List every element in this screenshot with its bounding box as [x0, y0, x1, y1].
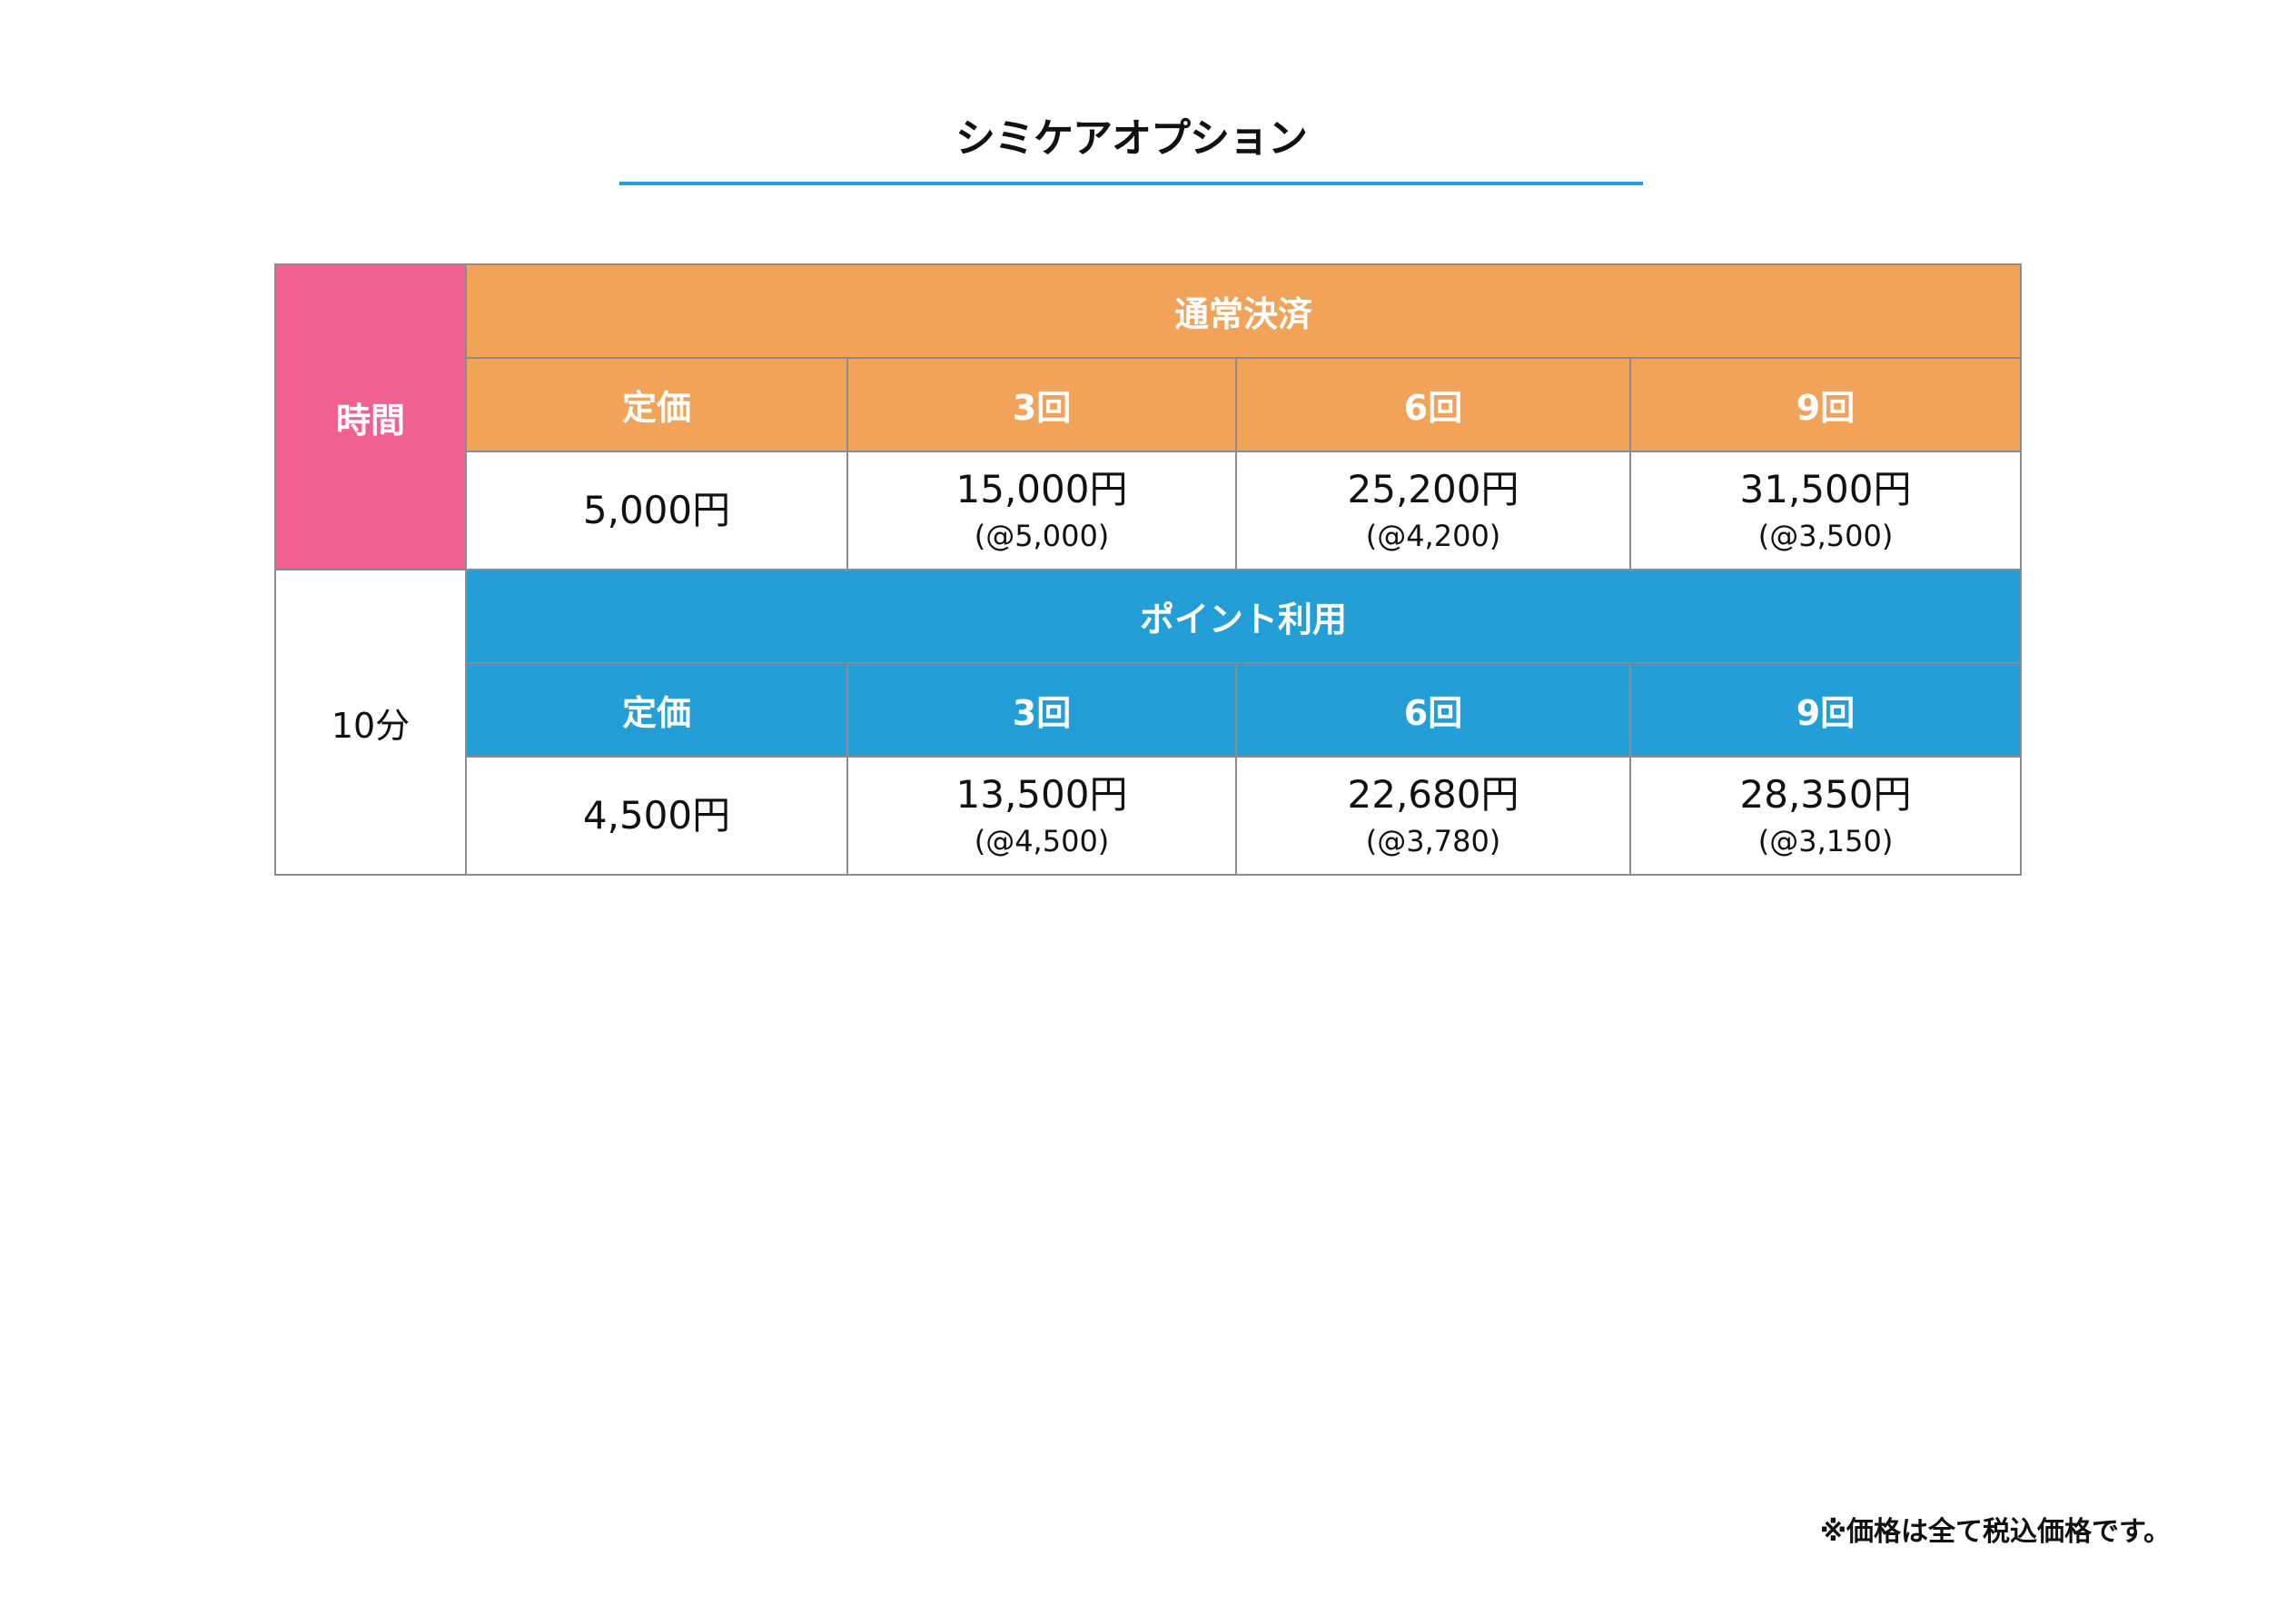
page-title: シミケアオプション [955, 115, 1308, 162]
price-cell: 28,350円 (@3,150) [1628, 756, 2023, 876]
price-amount: 22,680円 [1347, 772, 1519, 817]
plan-header-9-times: 9回 [1628, 662, 2023, 758]
plan-header-6-times: 6回 [1235, 357, 1631, 452]
price-amount: 28,350円 [1739, 772, 1912, 817]
plan-header-9-times: 9回 [1628, 357, 2023, 452]
plan-header-3-times: 3回 [846, 357, 1237, 452]
time-column-header: 時間 [274, 263, 467, 570]
price-amount: 25,200円 [1347, 467, 1519, 511]
plan-header-list-price: 定価 [465, 662, 848, 758]
price-cell: 31,500円 (@3,500) [1628, 451, 2023, 570]
price-amount: 5,000円 [582, 488, 731, 532]
price-cell: 13,500円 (@4,500) [846, 756, 1237, 876]
price-row: 4,500円 13,500円 (@4,500) 22,680円 (@3,780)… [275, 756, 2023, 876]
per-session-price: (@3,150) [1757, 824, 1894, 858]
per-session-price: (@5,000) [974, 519, 1110, 553]
price-amount: 13,500円 [955, 772, 1128, 817]
time-value: 10分 [274, 569, 467, 876]
price-row: 5,000円 15,000円 (@5,000) 25,200円 (@4,200)… [275, 451, 2023, 570]
price-cell: 4,500円 [465, 756, 848, 876]
plan-header-row: 定価 3回 6回 9回 [275, 357, 2023, 452]
price-cell: 15,000円 (@5,000) [846, 451, 1237, 570]
plan-header-3-times: 3回 [846, 662, 1237, 758]
per-session-price: (@3,500) [1757, 519, 1894, 553]
plan-header-6-times: 6回 [1235, 662, 1631, 758]
point-usage-header: ポイント利用 [464, 569, 2023, 664]
plan-header-row: 定価 3回 6回 9回 [275, 662, 2023, 758]
per-session-price: (@4,500) [974, 824, 1110, 858]
per-session-price: (@3,780) [1365, 824, 1501, 858]
price-cell: 5,000円 [465, 451, 848, 570]
section-header-row: 時間 通常決済 [274, 263, 2023, 570]
normal-payment-header: 通常決済 [464, 263, 2023, 359]
section-header-row: 10分 ポイント利用 [274, 569, 2023, 876]
per-session-price: (@4,200) [1365, 519, 1501, 553]
price-amount: 4,500円 [582, 793, 731, 838]
price-amount: 31,500円 [1739, 467, 1912, 511]
price-cell: 25,200円 (@4,200) [1235, 451, 1631, 570]
plan-header-list-price: 定価 [465, 357, 848, 452]
tax-footnote: ※価格は全て税込価格です。 [1819, 1516, 2171, 1548]
pricing-table: 時間 通常決済 定価 3回 6回 9回 5,000円 15,000円 (@5,0… [274, 263, 2023, 876]
price-amount: 15,000円 [955, 467, 1128, 511]
title-underline [619, 182, 1643, 185]
price-cell: 22,680円 (@3,780) [1235, 756, 1631, 876]
